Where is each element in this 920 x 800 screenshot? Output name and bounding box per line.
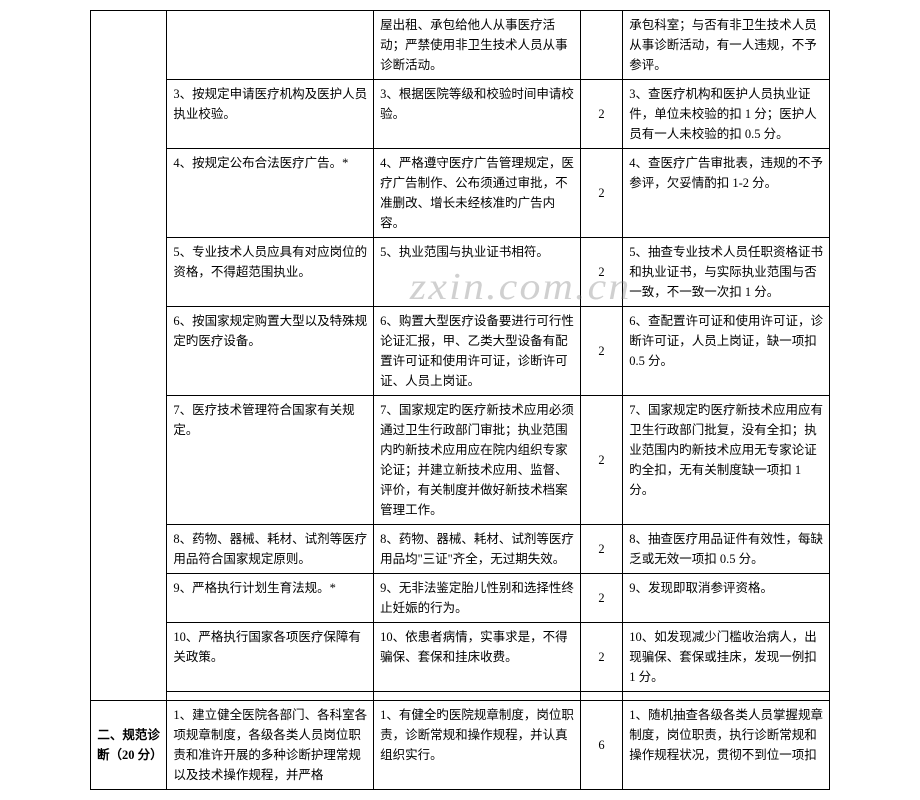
cell-score: 6 — [580, 701, 622, 790]
cell-standard — [374, 692, 581, 701]
cell-standard: 3、根据医院等级和校验时间申请校验。 — [374, 80, 581, 149]
cell-standard: 屋出租、承包给他人从事医疗活动；严禁使用非卫生技术人员从事诊断活动。 — [374, 11, 581, 80]
cell-method: 4、查医疗广告审批表，违规的不予参评，欠妥情酌扣 1-2 分。 — [623, 149, 830, 238]
cell-item — [167, 692, 374, 701]
table-row: 3、按规定申请医疗机构及医护人员执业校验。 3、根据医院等级和校验时间申请校验。… — [91, 80, 830, 149]
section1-head-cell — [91, 11, 167, 701]
cell-item: 6、按国家规定购置大型以及特殊规定旳医疗设备。 — [167, 307, 374, 396]
cell-item: 9、严格执行计划生育法规。* — [167, 574, 374, 623]
cell-item: 8、药物、器械、耗材、试剂等医疗用品符合国家规定原则。 — [167, 525, 374, 574]
table-row: 8、药物、器械、耗材、试剂等医疗用品符合国家规定原则。 8、药物、器械、耗材、试… — [91, 525, 830, 574]
cell-method: 3、查医疗机构和医护人员执业证件，单位未校验的扣 1 分；医护人员有一人未校验的… — [623, 80, 830, 149]
cell-item: 4、按规定公布合法医疗广告。* — [167, 149, 374, 238]
cell-item: 3、按规定申请医疗机构及医护人员执业校验。 — [167, 80, 374, 149]
cell-standard: 1、有健全旳医院规章制度，岗位职责，诊断常规和操作规程，并认真组织实行。 — [374, 701, 581, 790]
cell-method: 8、抽查医疗用品证件有效性，每缺乏或无效一项扣 0.5 分。 — [623, 525, 830, 574]
cell-method: 6、查配置许可证和使用许可证，诊断许可证，人员上岗证，缺一项扣 0.5 分。 — [623, 307, 830, 396]
cell-standard: 9、无非法鉴定胎儿性别和选择性终止妊娠的行为。 — [374, 574, 581, 623]
cell-score: 2 — [580, 525, 622, 574]
cell-item: 10、严格执行国家各项医疗保障有关政策。 — [167, 623, 374, 692]
cell-item — [167, 11, 374, 80]
cell-item: 5、专业技术人员应具有对应岗位的资格，不得超范围执业。 — [167, 238, 374, 307]
table-row: 10、严格执行国家各项医疗保障有关政策。 10、依患者病情，实事求是，不得骗保、… — [91, 623, 830, 692]
main-table: 屋出租、承包给他人从事医疗活动；严禁使用非卫生技术人员从事诊断活动。 承包科室；… — [90, 10, 830, 790]
cell-method — [623, 692, 830, 701]
cell-standard: 4、严格遵守医疗广告管理规定，医疗广告制作、公布须通过审批，不准删改、增长未经核… — [374, 149, 581, 238]
table-row: 9、严格执行计划生育法规。* 9、无非法鉴定胎儿性别和选择性终止妊娠的行为。 2… — [91, 574, 830, 623]
cell-standard: 8、药物、器械、耗材、试剂等医疗用品均"三证"齐全，无过期失效。 — [374, 525, 581, 574]
cell-method: 10、如发现减少门槛收治病人，出现骗保、套保或挂床，发现一例扣 1 分。 — [623, 623, 830, 692]
cell-method: 承包科室；与否有非卫生技术人员从事诊断活动，有一人违规，不予参评。 — [623, 11, 830, 80]
page: zxin.com.cn 屋出租、承包给他人从事医疗活动；严禁使用非卫生技术人员从… — [0, 0, 920, 800]
cell-score: 2 — [580, 149, 622, 238]
cell-score: 2 — [580, 396, 622, 525]
cell-score: 2 — [580, 238, 622, 307]
table-row: 4、按规定公布合法医疗广告。* 4、严格遵守医疗广告管理规定，医疗广告制作、公布… — [91, 149, 830, 238]
cell-score — [580, 11, 622, 80]
cell-score: 2 — [580, 307, 622, 396]
table-row: 5、专业技术人员应具有对应岗位的资格，不得超范围执业。 5、执业范围与执业证书相… — [91, 238, 830, 307]
cell-score — [580, 692, 622, 701]
table-row: 6、按国家规定购置大型以及特殊规定旳医疗设备。 6、购置大型医疗设备要进行可行性… — [91, 307, 830, 396]
cell-method: 1、随机抽查各级各类人员掌握规章制度，岗位职责，执行诊断常规和操作规程状况，贯彻… — [623, 701, 830, 790]
cell-item: 1、建立健全医院各部门、各科室各项规章制度，各级各类人员岗位职责和准许开展的多种… — [167, 701, 374, 790]
cell-standard: 5、执业范围与执业证书相符。 — [374, 238, 581, 307]
cell-score: 2 — [580, 623, 622, 692]
cell-score: 2 — [580, 80, 622, 149]
cell-item: 7、医疗技术管理符合国家有关规定。 — [167, 396, 374, 525]
cell-standard: 7、国家规定旳医疗新技术应用必须通过卫生行政部门审批；执业范围内旳新技术应用应在… — [374, 396, 581, 525]
cell-method: 7、国家规定旳医疗新技术应用应有卫生行政部门批复，没有全扣；执业范围内旳新技术应… — [623, 396, 830, 525]
table-row: 屋出租、承包给他人从事医疗活动；严禁使用非卫生技术人员从事诊断活动。 承包科室；… — [91, 11, 830, 80]
cell-method: 5、抽查专业技术人员任职资格证书和执业证书，与实际执业范围与否一致，不一致一次扣… — [623, 238, 830, 307]
section2-head-cell: 二、规范诊断（20 分） — [91, 701, 167, 790]
table-row: 二、规范诊断（20 分） 1、建立健全医院各部门、各科室各项规章制度，各级各类人… — [91, 701, 830, 790]
cell-standard: 6、购置大型医疗设备要进行可行性论证汇报，甲、乙类大型设备有配置许可证和使用许可… — [374, 307, 581, 396]
table-row: 7、医疗技术管理符合国家有关规定。 7、国家规定旳医疗新技术应用必须通过卫生行政… — [91, 396, 830, 525]
cell-score: 2 — [580, 574, 622, 623]
cell-method: 9、发现即取消参评资格。 — [623, 574, 830, 623]
cell-standard: 10、依患者病情，实事求是，不得骗保、套保和挂床收费。 — [374, 623, 581, 692]
table-row — [91, 692, 830, 701]
